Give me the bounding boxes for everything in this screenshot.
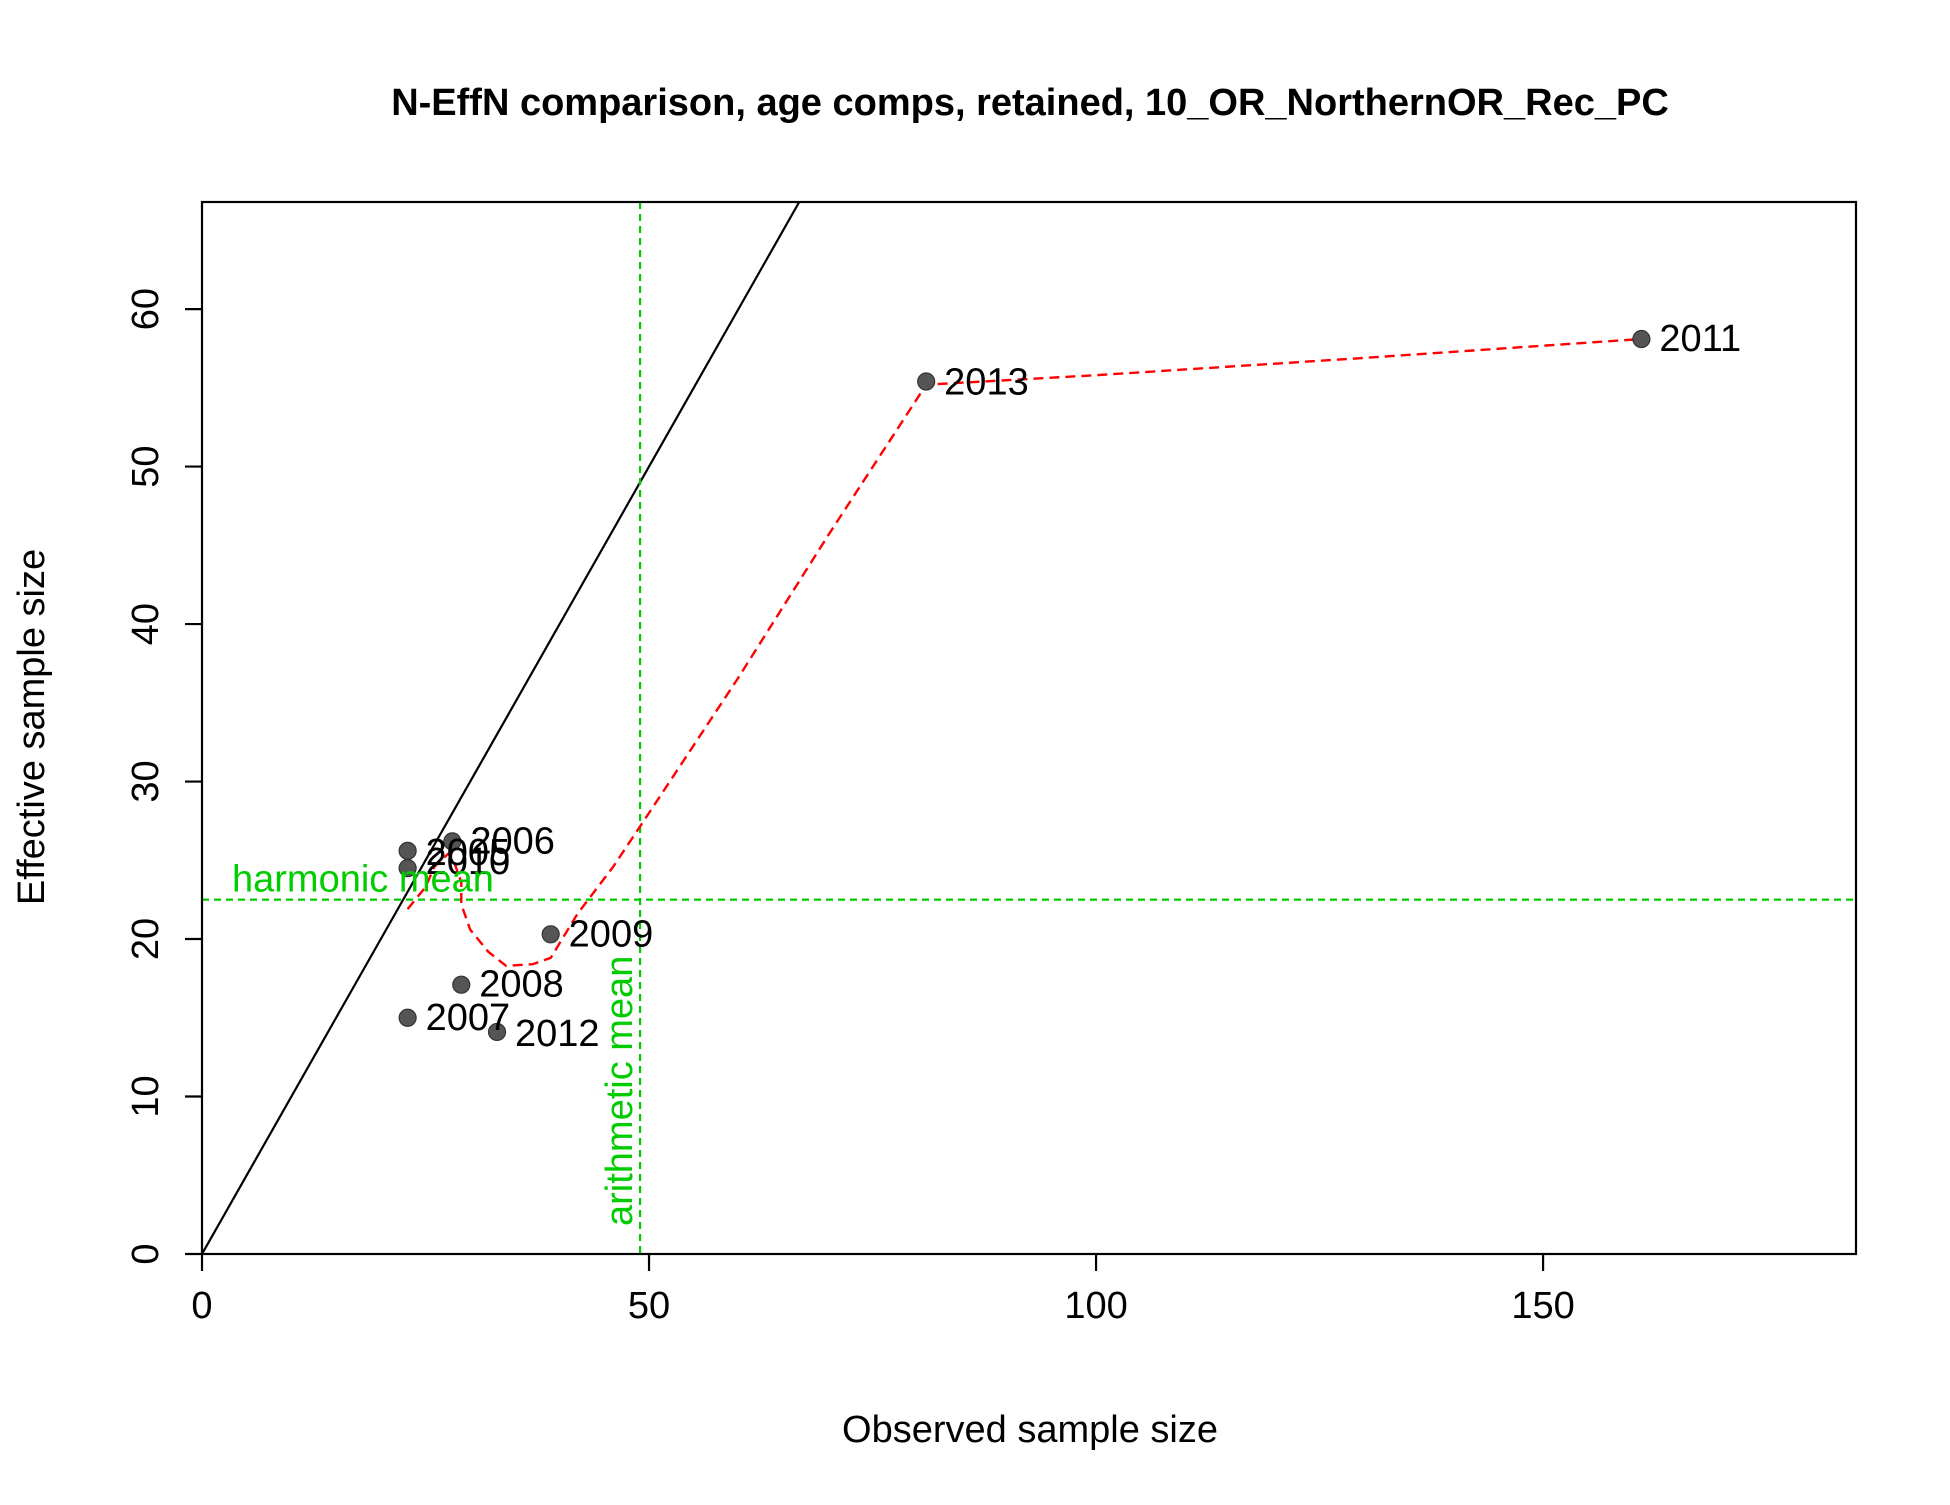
data-point-2013 <box>917 372 936 391</box>
data-point-2005 <box>398 841 417 860</box>
point-label-2011: 2011 <box>1659 318 1741 360</box>
y-tick-label-10: 10 <box>125 1075 167 1117</box>
arithmetic-mean-label: arithmetic mean <box>599 956 641 1226</box>
point-label-2010: 2010 <box>426 841 511 883</box>
x-tick-label-150: 150 <box>1511 1285 1574 1327</box>
y-tick-label-30: 30 <box>125 760 167 802</box>
y-tick-label-60: 60 <box>125 288 167 330</box>
data-point-2009 <box>541 925 560 944</box>
y-axis-label: Effective sample size <box>11 549 53 905</box>
plot-frame <box>200 200 1858 1256</box>
data-point-2010 <box>398 859 417 878</box>
point-label-2012: 2012 <box>515 1013 600 1055</box>
point-label-2009: 2009 <box>569 913 654 955</box>
x-tick-label-50: 50 <box>628 1285 670 1327</box>
point-label-2006: 2006 <box>470 820 555 862</box>
x-axis-label: Observed sample size <box>842 1409 1218 1451</box>
chart-title: N-EffN comparison, age comps, retained, … <box>391 82 1669 124</box>
point-label-2013: 2013 <box>944 362 1029 404</box>
y-tick-label-0: 0 <box>125 1243 167 1264</box>
harmonic-mean-label: harmonic mean <box>232 859 494 901</box>
smoother-line <box>406 337 1642 968</box>
data-point-2011 <box>1632 329 1651 349</box>
y-tick-label-40: 40 <box>125 603 167 645</box>
data-point-2012 <box>487 1022 507 1042</box>
x-tick-label-0: 0 <box>191 1285 212 1327</box>
y-tick-label-50: 50 <box>125 445 167 487</box>
data-point-2006 <box>443 832 462 851</box>
data-point-2007 <box>398 1008 417 1027</box>
point-label-2008: 2008 <box>479 964 564 1006</box>
data-point-2008 <box>452 975 471 994</box>
one-to-one-line <box>202 202 801 1254</box>
point-label-2005: 2005 <box>426 832 511 874</box>
x-tick-label-100: 100 <box>1064 1285 1127 1327</box>
point-label-2007: 2007 <box>426 997 511 1039</box>
y-tick-label-20: 20 <box>125 918 167 960</box>
